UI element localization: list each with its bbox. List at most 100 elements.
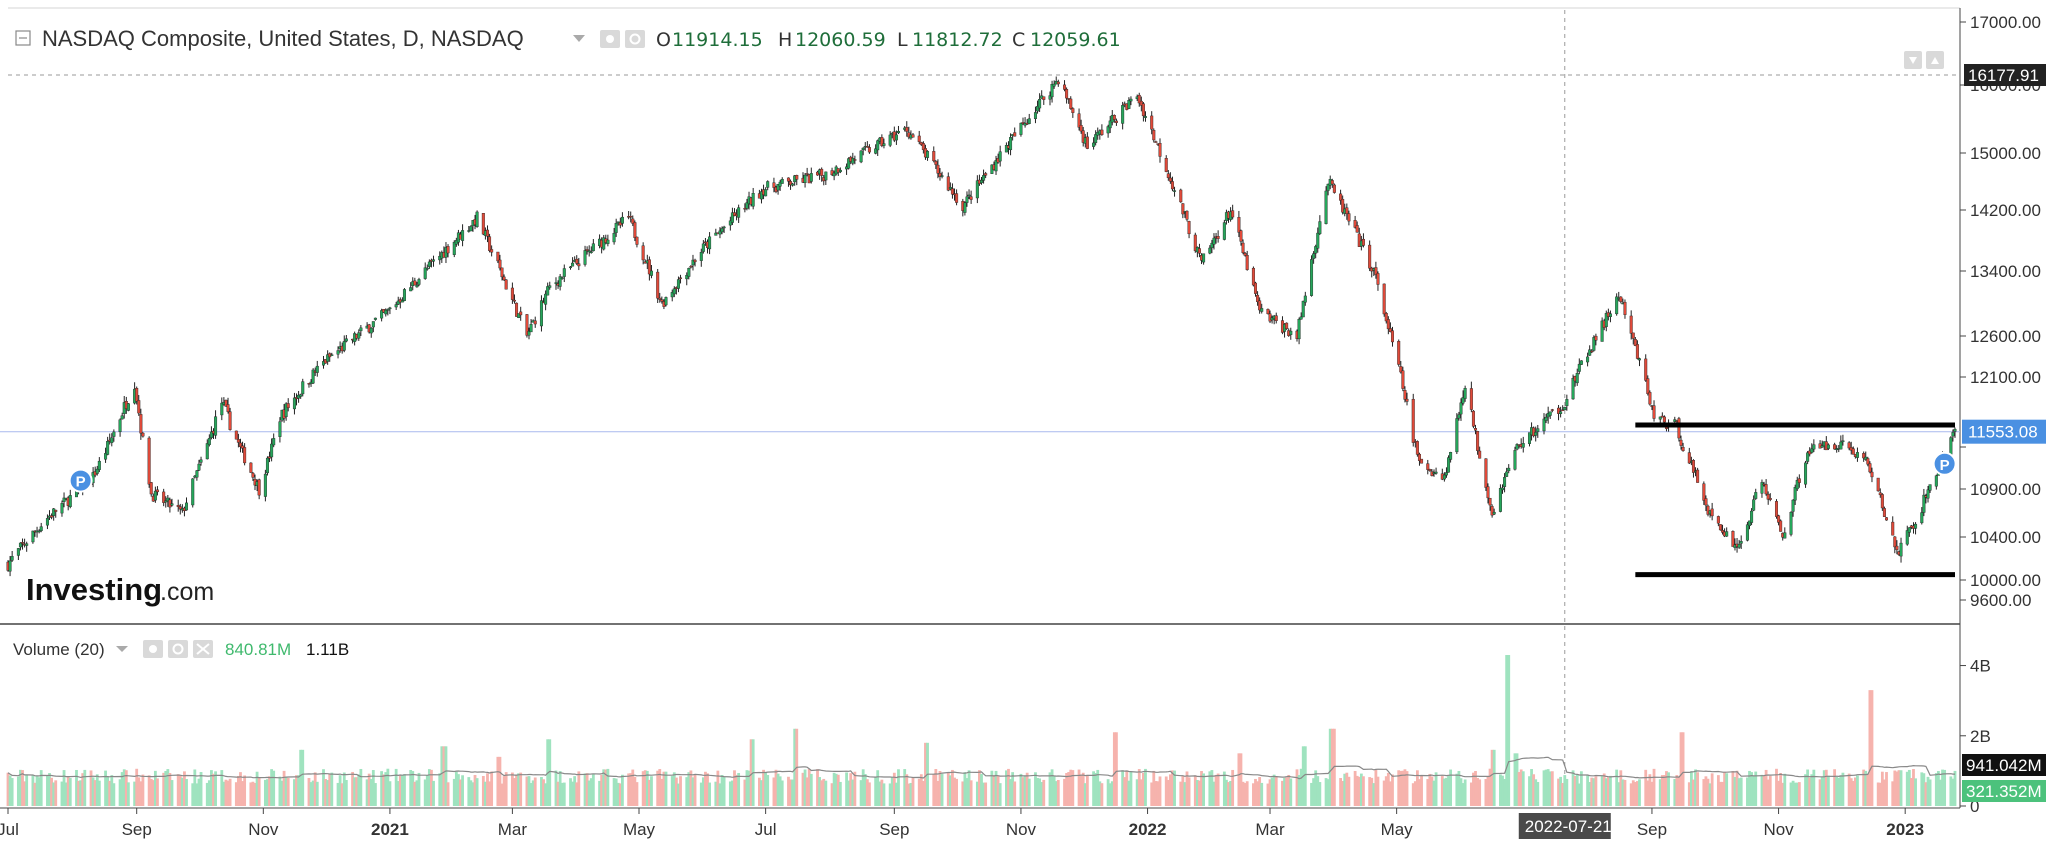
candle-body (1608, 313, 1612, 317)
candle-body (1388, 328, 1392, 332)
volume-bar (1559, 776, 1563, 806)
volume-bar (1766, 779, 1770, 806)
candle-body (1357, 233, 1361, 247)
gear-icon[interactable] (625, 30, 645, 48)
volume-bar (1891, 781, 1895, 806)
volume-bar (295, 775, 298, 806)
volume-bar (992, 774, 996, 806)
volume-bar (1353, 770, 1357, 806)
time-tick-label: Nov (1006, 820, 1037, 839)
volume-bar (1517, 772, 1521, 806)
volume-bar (824, 780, 828, 806)
candle-body (21, 542, 25, 544)
volume-bar (990, 770, 994, 806)
volume-bar (286, 777, 290, 806)
candle-body (512, 299, 516, 302)
volume-bar (60, 781, 64, 806)
candle-body (502, 276, 506, 281)
volume-bar (228, 778, 232, 806)
candle-body (220, 402, 224, 416)
volume-eye-icon[interactable] (143, 640, 163, 658)
volume-bar (205, 782, 209, 806)
volume-bar (934, 768, 938, 806)
volume-gear-icon[interactable] (168, 640, 188, 658)
volume-bar (1040, 781, 1044, 806)
p-marker-circle[interactable] (1932, 451, 1957, 476)
volume-bar (467, 777, 471, 806)
volume-bar (1600, 775, 1604, 806)
crosshair-date-text: 2022-07-21 (1525, 817, 1612, 836)
candle-body (1681, 446, 1685, 452)
candle-body (1299, 316, 1303, 320)
volume-bar (967, 770, 971, 806)
time-tick-label: 2022 (1129, 820, 1167, 839)
candle-body (1457, 414, 1461, 419)
volume-bar (1733, 776, 1737, 806)
volume-bar (62, 770, 66, 806)
volume-bar (50, 777, 53, 806)
candle-body (965, 196, 969, 203)
scroll-up-icon[interactable] (1926, 51, 1944, 69)
candle-body (1895, 545, 1899, 550)
candle-body (759, 191, 763, 200)
candle-body (243, 447, 247, 464)
symbol-title[interactable]: NASDAQ Composite, United States, D, NASD… (42, 26, 524, 51)
volume-bar (1034, 772, 1037, 806)
candle-body (629, 216, 633, 218)
volume-close-icon[interactable] (193, 640, 213, 658)
volume-bar (1038, 778, 1042, 806)
candle-body (1500, 487, 1504, 491)
candle-body (141, 432, 145, 437)
candle-body (1557, 407, 1561, 414)
candle-body (569, 266, 573, 269)
candle-body (612, 232, 616, 243)
candle-body (1455, 418, 1459, 453)
volume-bar (427, 769, 431, 806)
candle-body (197, 463, 201, 471)
candle-body (649, 270, 653, 276)
volume-bar (1550, 771, 1554, 806)
volume-bar (486, 773, 489, 806)
volume-bar (716, 770, 720, 806)
volume-bar (1021, 777, 1025, 806)
title-dropdown-icon[interactable] (573, 35, 585, 42)
volume-bar (373, 783, 377, 806)
volume-bar (1245, 781, 1249, 806)
candle-body (656, 271, 660, 299)
volume-bar (1826, 775, 1830, 806)
time-tick-label: Sep (122, 820, 152, 839)
volume-bar (1818, 779, 1822, 806)
volume-bar (575, 782, 579, 806)
candle-body (679, 277, 683, 279)
volume-bar (1689, 771, 1693, 806)
candle-body (299, 394, 303, 397)
candle-body (1434, 471, 1438, 474)
volume-bar (560, 782, 564, 806)
p-marker-circle[interactable] (68, 468, 93, 493)
candle-body (1063, 84, 1067, 90)
candle-body (647, 259, 651, 275)
volume-bar (1486, 775, 1490, 806)
candle-body (1314, 246, 1318, 254)
volume-bar (1025, 772, 1029, 806)
eye-icon[interactable] (600, 30, 620, 48)
volume-bar (805, 777, 809, 806)
volume-label[interactable]: Volume (20) (13, 640, 105, 659)
volume-bar (178, 775, 182, 806)
volume-bar (1797, 782, 1801, 806)
volume-bar (1679, 732, 1683, 806)
candle-body (1951, 432, 1955, 437)
volume-dropdown-icon[interactable] (116, 646, 128, 652)
volume-bar (621, 774, 624, 806)
volume-tick-label: 2B (1970, 727, 1991, 746)
candle-body (1644, 358, 1648, 381)
volume-bar (1222, 771, 1226, 806)
candle-body (286, 403, 290, 408)
volume-bar (1847, 773, 1851, 806)
candle-body (577, 263, 581, 267)
candle-body (658, 297, 662, 300)
volume-bar (315, 781, 319, 806)
candle-body (1301, 300, 1305, 318)
scroll-down-icon[interactable] (1904, 51, 1922, 69)
